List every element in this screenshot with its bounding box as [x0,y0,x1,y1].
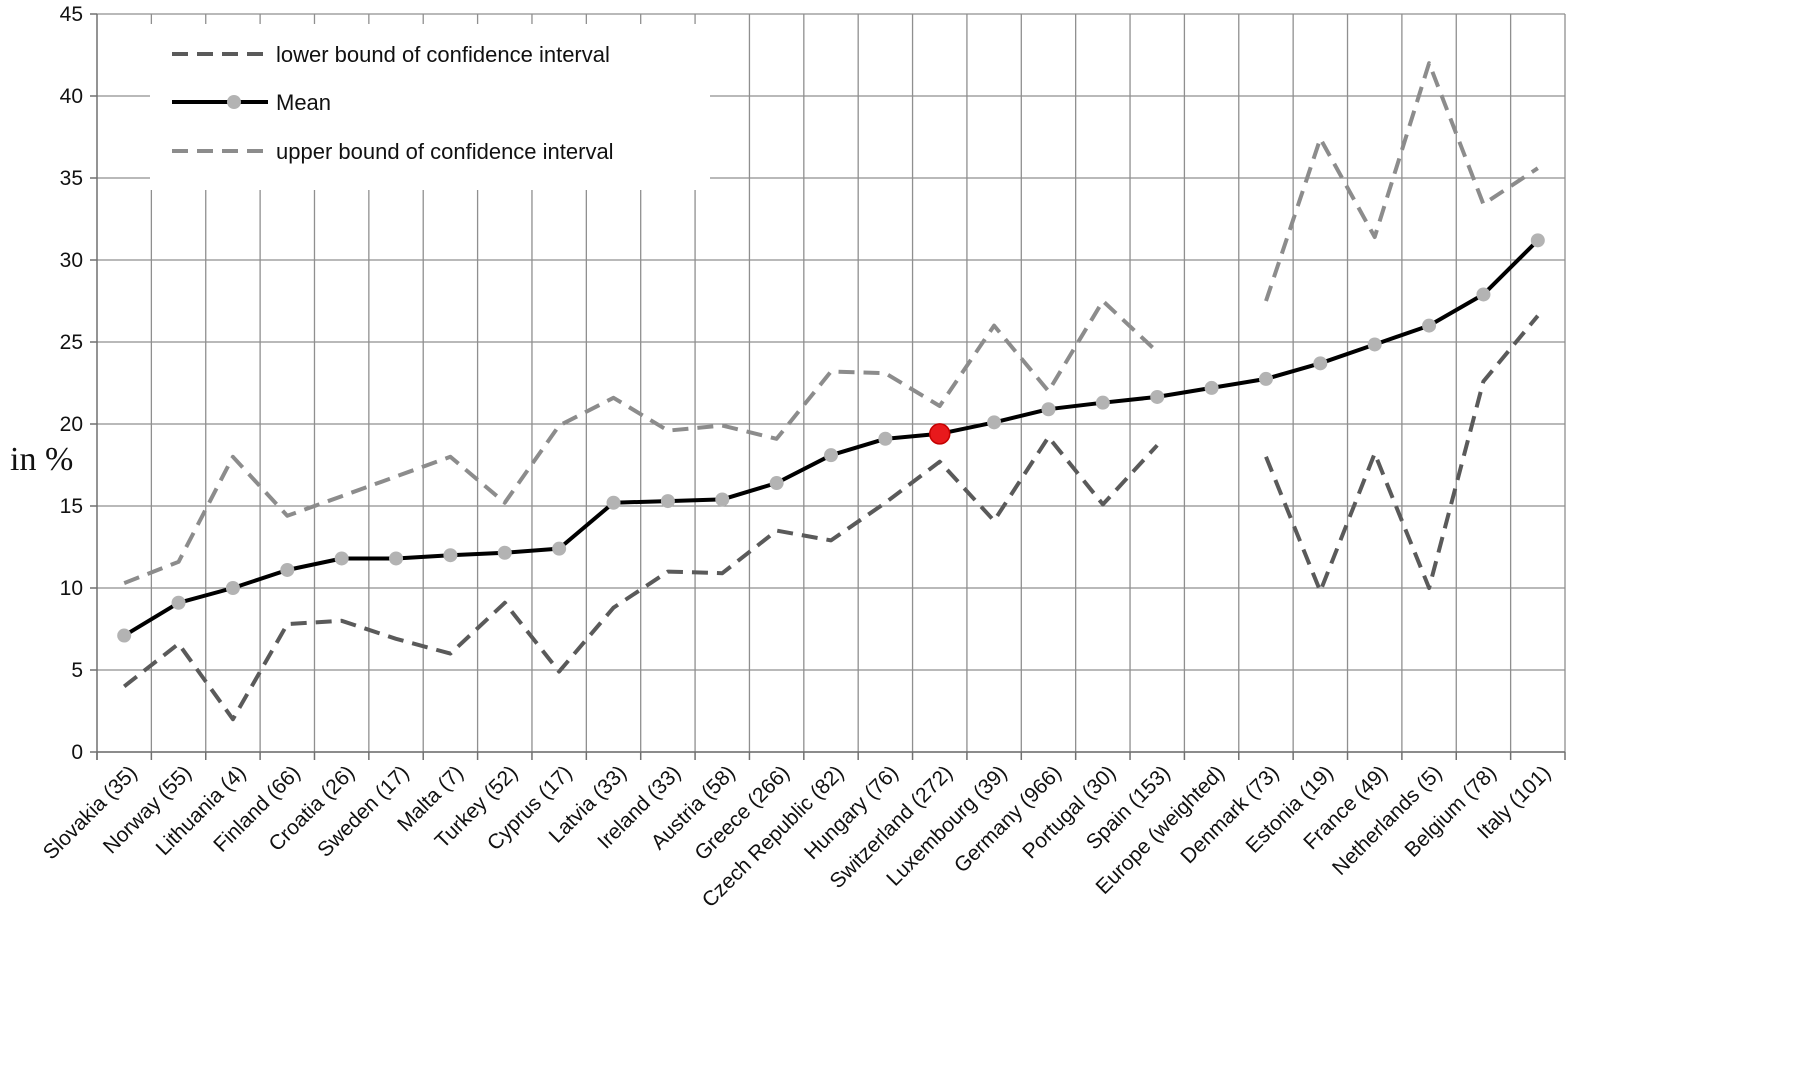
data-point [824,448,838,463]
legend: lower bound of confidence interval Mean … [150,24,710,190]
data-point [1095,395,1110,410]
data-point [552,541,567,556]
data-point [171,595,186,610]
x-tick-label: Hungary (76) [800,761,903,864]
data-point [334,551,349,566]
data-point [389,551,404,566]
legend-label-upper-bound: upper bound of confidence interval [276,139,614,164]
data-point [1313,356,1328,371]
legend-label-lower-bound: lower bound of confidence interval [276,42,610,67]
series-layer [117,61,1545,722]
y-tick-label: 0 [71,741,83,764]
data-point [660,494,675,509]
data-point [878,431,893,446]
x-tick-label: Greece (266) [690,761,794,865]
y-axis-title: in % [10,441,73,478]
data-point [225,581,240,595]
data-point [280,562,295,577]
y-tick-label: 20 [60,413,83,436]
y-tick-label: 30 [60,249,83,272]
data-point [1530,233,1545,248]
legend-background [150,24,710,190]
y-tick-label: 25 [60,331,83,354]
data-point [769,476,784,491]
x-tick-label: Slovakia (35) [39,761,142,864]
data-point [1204,380,1219,395]
data-point [1367,337,1382,352]
y-tick-label: 45 [60,3,83,26]
legend-label-mean: Mean [276,90,331,115]
y-tick-label: 10 [60,577,83,600]
series-line-upper-bound [1264,61,1539,302]
series-line-upper-bound [123,299,1159,585]
y-tick-label: 15 [60,495,83,518]
data-point [443,548,458,563]
data-point [606,495,621,510]
data-point [1150,389,1165,404]
data-point [987,415,1002,430]
data-point [1422,318,1437,333]
data-point [715,492,730,507]
y-tick-label: 35 [60,167,83,190]
data-point [1476,287,1491,302]
data-point [1258,371,1273,386]
legend-marker-mean [227,95,241,109]
y-tick-label: 40 [60,85,83,108]
series-line-lower-bound [1264,314,1540,594]
y-tick-label: 5 [71,659,83,682]
data-point [117,628,132,643]
data-point [1041,402,1056,417]
series-line-lower-bound [122,435,1159,722]
data-point-highlight [928,423,951,445]
data-point [497,545,512,560]
